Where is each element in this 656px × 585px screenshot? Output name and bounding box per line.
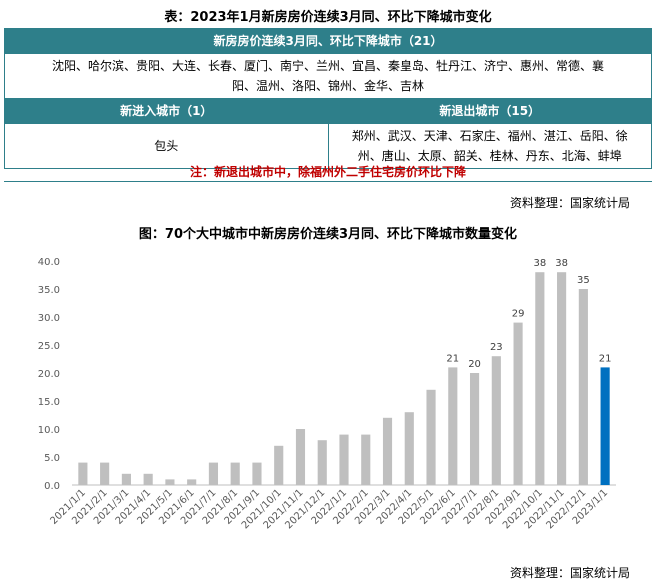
note-divider	[4, 181, 652, 182]
city-table: 新房房价连续3月同、环比下降城市（21） 沈阳、哈尔滨、贵阳、大连、长春、厦门、…	[4, 28, 652, 169]
bar	[252, 462, 262, 485]
bar	[448, 367, 458, 485]
data-label: 38	[533, 258, 546, 269]
table-note: 注：新退出城市中，除福州外二手住宅房价环比下降	[189, 165, 466, 179]
data-label: 21	[599, 353, 612, 364]
y-tick-label: 0.0	[44, 481, 60, 492]
bar	[361, 434, 371, 485]
city-list: 沈阳、哈尔滨、贵阳、大连、长春、厦门、南宁、兰州、宜昌、秦皇岛、牡丹江、济宁、惠…	[4, 53, 652, 99]
new-out-line-1: 郑州、武汉、天津、石家庄、福州、湛江、岳阳、徐	[351, 129, 628, 143]
data-label: 21	[446, 353, 459, 364]
bar	[557, 272, 567, 485]
y-tick-label: 30.0	[38, 313, 60, 324]
bar	[274, 445, 284, 485]
bar	[469, 373, 480, 485]
chart-source: 资料整理：国家统计局	[509, 566, 630, 580]
bar	[578, 289, 588, 485]
bar	[230, 462, 240, 485]
table-source: 资料整理：国家统计局	[509, 196, 630, 210]
data-label: 20	[468, 359, 481, 370]
y-tick-label: 5.0	[44, 453, 60, 464]
bar	[78, 462, 88, 485]
data-label: 23	[490, 342, 503, 353]
y-tick-label: 20.0	[38, 369, 60, 380]
y-tick-label: 15.0	[38, 397, 60, 408]
bar	[339, 434, 349, 485]
bar	[426, 389, 436, 485]
bar	[208, 462, 219, 485]
city-list-line-1: 沈阳、哈尔滨、贵阳、大连、长春、厦门、南宁、兰州、宜昌、秦皇岛、牡丹江、济宁、惠…	[51, 59, 604, 73]
data-label: 35	[577, 275, 590, 286]
bar	[535, 272, 545, 485]
bar	[100, 462, 110, 485]
bar	[382, 417, 393, 485]
bar	[317, 440, 327, 485]
bar	[143, 473, 153, 485]
bar	[491, 356, 501, 485]
new-out-cities: 郑州、武汉、天津、石家庄、福州、湛江、岳阳、徐 州、唐山、太原、韶关、桂林、丹东…	[327, 123, 652, 169]
bar	[513, 322, 523, 485]
new-in-cities: 包头	[4, 123, 329, 169]
bar	[295, 429, 306, 485]
chart-title: 图：70个大中城市中新房房价连续3月同、环比下降城市数量变化	[138, 227, 518, 242]
bar	[165, 479, 175, 485]
new-out-line-2: 州、唐山、太原、韶关、桂林、丹东、北海、蚌埠	[357, 149, 622, 163]
bar	[404, 412, 414, 485]
y-tick-label: 35.0	[38, 285, 60, 296]
new-out-header: 新退出城市（15）	[327, 98, 652, 124]
y-tick-label: 40.0	[38, 257, 60, 268]
data-label: 38	[555, 258, 568, 269]
y-tick-label: 10.0	[38, 425, 60, 436]
y-tick-label: 25.0	[38, 341, 60, 352]
new-in-header: 新进入城市（1）	[4, 98, 329, 124]
table-title: 表：2023年1月新房房价连续3月同、环比下降城市变化	[164, 10, 492, 25]
data-label: 29	[512, 309, 525, 320]
bar	[121, 473, 131, 485]
city-list-line-2: 阳、温州、洛阳、锦州、金华、吉林	[231, 79, 424, 93]
bar	[187, 479, 197, 485]
bar	[600, 367, 610, 485]
